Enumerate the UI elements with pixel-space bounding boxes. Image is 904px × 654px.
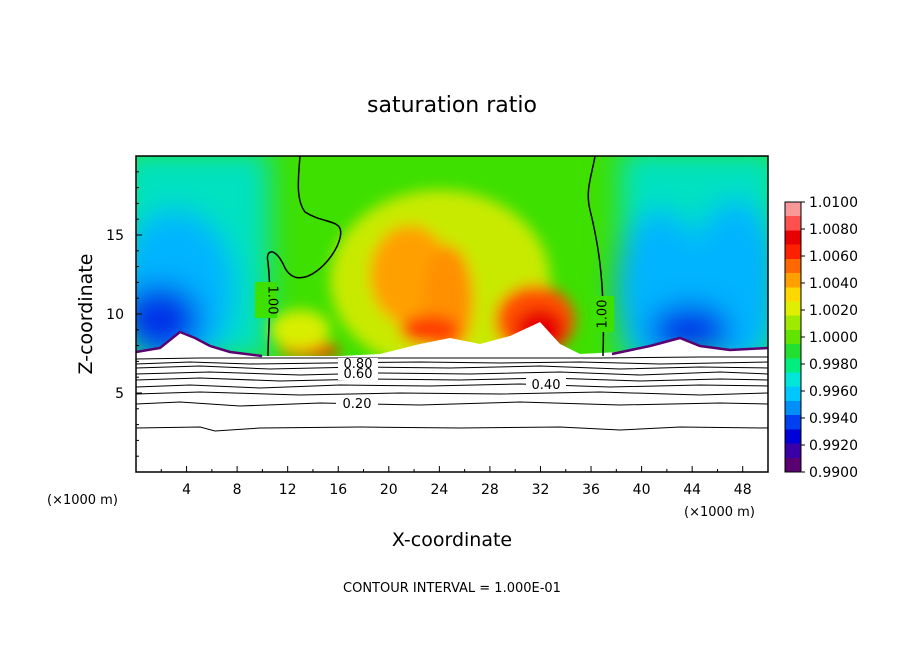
x-tick-label: 28: [481, 482, 499, 498]
contour-line: [136, 377, 768, 382]
contour-line: [136, 391, 768, 396]
colorbar: 1.0100 1.0080 1.0060 1.0040 1.0020 1.0000 0.99…: [784, 195, 858, 481]
heatmap-field: [136, 156, 768, 472]
contour-label: 0.40: [532, 378, 561, 393]
x-tick-label: 48: [734, 482, 752, 498]
contour-line: [136, 365, 768, 370]
contour-label: 0.80: [344, 357, 373, 372]
contour-line: [136, 383, 768, 389]
x-tick-label: 8: [233, 482, 242, 498]
contour-label-bg: [255, 282, 277, 318]
contour-label: 0.60: [344, 367, 373, 382]
colorbar-labels: 1.0100 1.0080 1.0060 1.0040 1.0020 1.0000 0.99…: [801, 195, 858, 481]
colorbar-label: 0.9900: [809, 465, 858, 481]
colorbar-label: 1.0040: [809, 276, 858, 292]
colorbar-scale: [784, 201, 802, 473]
x-tick-label: 12: [279, 482, 297, 498]
y-tick-label: 15: [106, 228, 124, 244]
colorbar-label: 0.9940: [809, 411, 858, 427]
contour-line: [136, 371, 768, 376]
contour-label-bg: [526, 377, 566, 391]
x-axis-ticks: 4 8 12 16 20 24 28 32 36 40 44 48: [160, 466, 752, 498]
right-rim: [611, 336, 768, 356]
contour-label-bg: [592, 296, 614, 332]
colorbar-label: 0.9920: [809, 438, 858, 454]
colorbar-label: 1.0000: [809, 330, 858, 346]
x-tick-label: 20: [380, 482, 398, 498]
contour-label: 0.20: [343, 397, 372, 412]
x-tick-label: 44: [683, 482, 701, 498]
field-right-dry: [615, 156, 768, 370]
contour-line: [136, 356, 768, 360]
colorbar-label: 1.0020: [809, 303, 858, 319]
y-tick-label: 10: [106, 307, 124, 323]
y-axis-ticks: 5 10 15: [106, 171, 142, 457]
x-tick-label: 32: [532, 482, 550, 498]
x-unit-label-left: (×1000 m): [47, 493, 118, 508]
contour-line: [136, 361, 768, 365]
contour-interval-note: CONTOUR INTERVAL = 1.000E-01: [343, 581, 561, 596]
colorbar-label: 1.0080: [809, 222, 858, 238]
x-tick-label: 40: [633, 482, 651, 498]
contour-1-00-left: [266, 156, 342, 357]
x-axis-title: X-coordinate: [392, 529, 512, 551]
y-axis-title: Z-coordinate: [75, 254, 97, 375]
colorbar-label: 1.0060: [809, 249, 858, 265]
x-tick-label: 4: [182, 482, 191, 498]
contour-label: 1.00: [265, 286, 280, 315]
contour-line: [136, 426, 768, 432]
left-rim: [136, 330, 263, 358]
x-tick-label: 24: [430, 482, 448, 498]
contour-label-bg: [336, 396, 378, 410]
chart-title: saturation ratio: [367, 93, 537, 118]
y-tick-label: 5: [115, 386, 124, 402]
field-center-moist: [270, 190, 575, 370]
colorbar-label: 0.9980: [809, 357, 858, 373]
field-left-dry: [136, 156, 270, 370]
colorbar-label: 1.0100: [809, 195, 858, 211]
contour-label-bg: [338, 358, 378, 370]
contour-label-bg: [338, 368, 378, 380]
x-tick-label: 36: [582, 482, 600, 498]
contour-line: [136, 401, 768, 407]
colorbar-label: 0.9960: [809, 384, 858, 400]
x-tick-label: 16: [329, 482, 347, 498]
contour-label: 1.00: [596, 300, 611, 329]
x-unit-label-right: (×1000 m): [684, 505, 755, 520]
lower-mask: [136, 322, 768, 472]
